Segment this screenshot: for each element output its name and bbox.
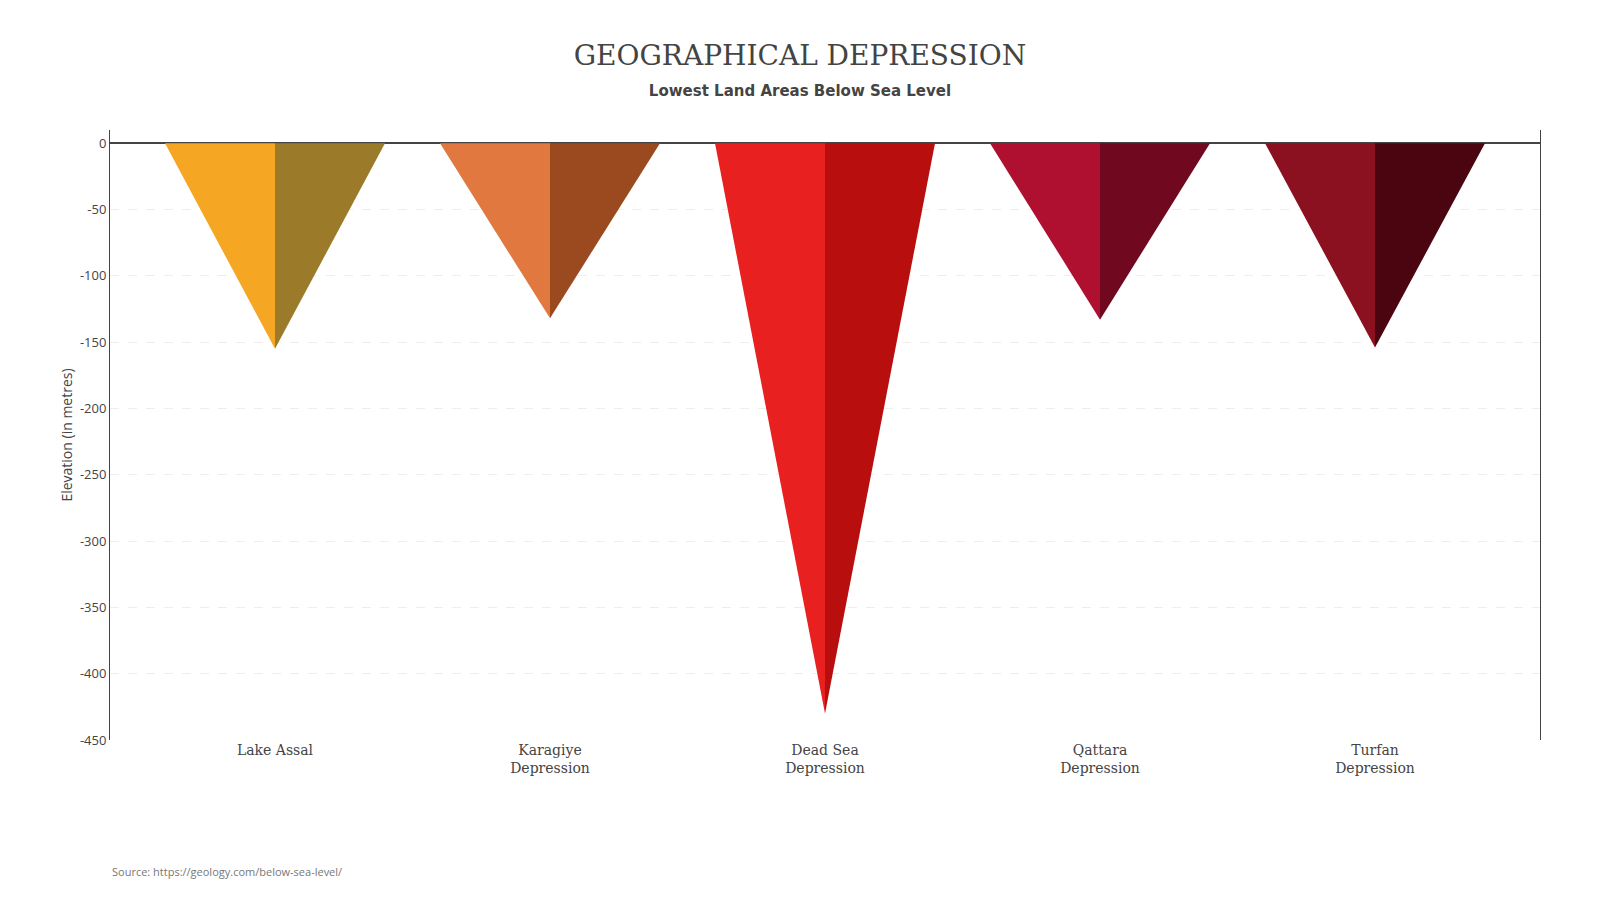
- svg-text:Dead SeaDepression: Dead SeaDepression: [785, 742, 865, 776]
- svg-text:TurfanDepression: TurfanDepression: [1335, 742, 1415, 776]
- svg-text:0: 0: [99, 134, 106, 152]
- svg-text:-150: -150: [80, 333, 106, 351]
- svg-text:Lake Assal: Lake Assal: [237, 742, 314, 758]
- svg-text:-300: -300: [80, 532, 106, 550]
- svg-text:Elevation (in metres): Elevation (in metres): [57, 368, 76, 501]
- svg-text:-50: -50: [87, 200, 106, 218]
- svg-text:-100: -100: [80, 266, 106, 284]
- svg-text:GEOGRAPHICAL DEPRESSION: GEOGRAPHICAL DEPRESSION: [574, 39, 1027, 72]
- svg-text:-450: -450: [80, 731, 106, 749]
- svg-text:-400: -400: [80, 664, 106, 682]
- svg-text:-250: -250: [80, 465, 106, 483]
- svg-text:Lowest Land Areas Below Sea Le: Lowest Land Areas Below Sea Level: [649, 82, 951, 100]
- svg-text:QattaraDepression: QattaraDepression: [1060, 742, 1140, 776]
- svg-text:Source: https://geology.com/be: Source: https://geology.com/below-sea-le…: [112, 864, 342, 879]
- svg-text:-350: -350: [80, 598, 106, 616]
- svg-text:-200: -200: [80, 399, 106, 417]
- svg-text:KaragiyeDepression: KaragiyeDepression: [510, 742, 590, 776]
